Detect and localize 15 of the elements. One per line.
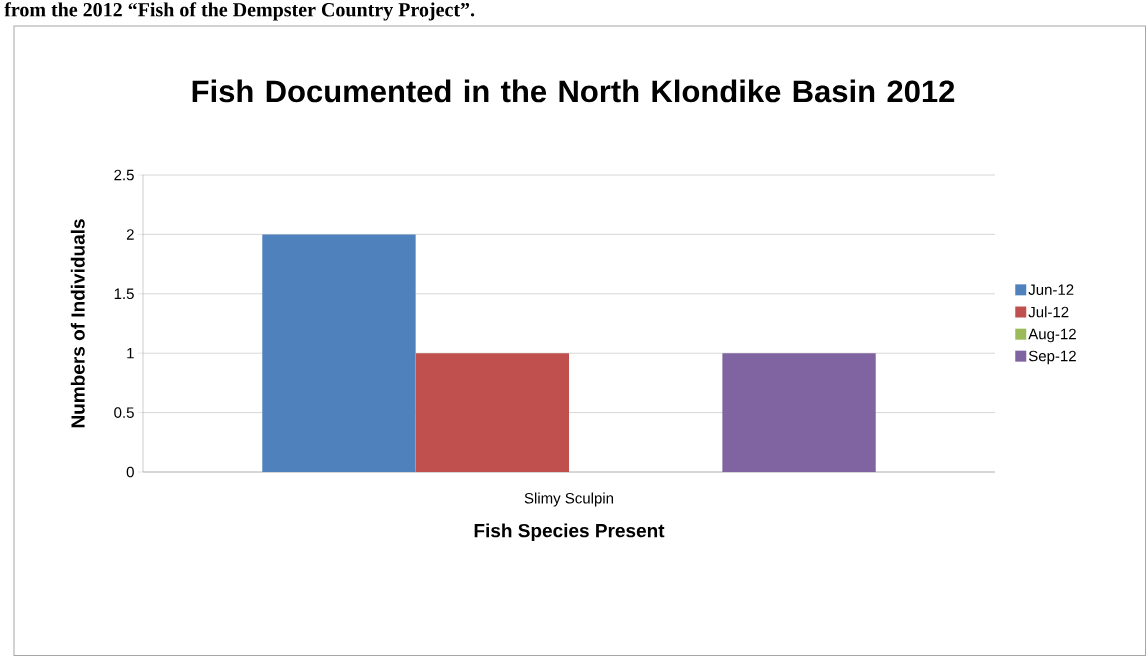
- chart-title: Fish Documented in the North Klondike Basin 2012: [192, 79, 955, 103]
- y-tick-label: 0: [126, 466, 134, 478]
- x-tick-label: Slimy Sculpin: [524, 492, 614, 507]
- y-axis-title: Numbers of Individuals: [70, 219, 85, 428]
- y-tick-label: 1.5: [114, 288, 134, 300]
- legend-label: Jun-12: [1028, 284, 1074, 295]
- y-tick-label: 2.5: [114, 169, 134, 181]
- y-tick-label: 0.5: [114, 407, 134, 418]
- y-tick-label: 2: [126, 229, 134, 240]
- legend-label: Aug-12: [1028, 328, 1076, 343]
- legend-label: Jul-12: [1028, 306, 1069, 318]
- y-tick-label: 1: [127, 348, 134, 359]
- text: from the 2012 “Fish of the Dempster Country Project”.: [4, 2, 475, 21]
- x-axis-title: Fish Species Present: [474, 523, 665, 542]
- legend-label: Sep-12: [1028, 350, 1076, 365]
